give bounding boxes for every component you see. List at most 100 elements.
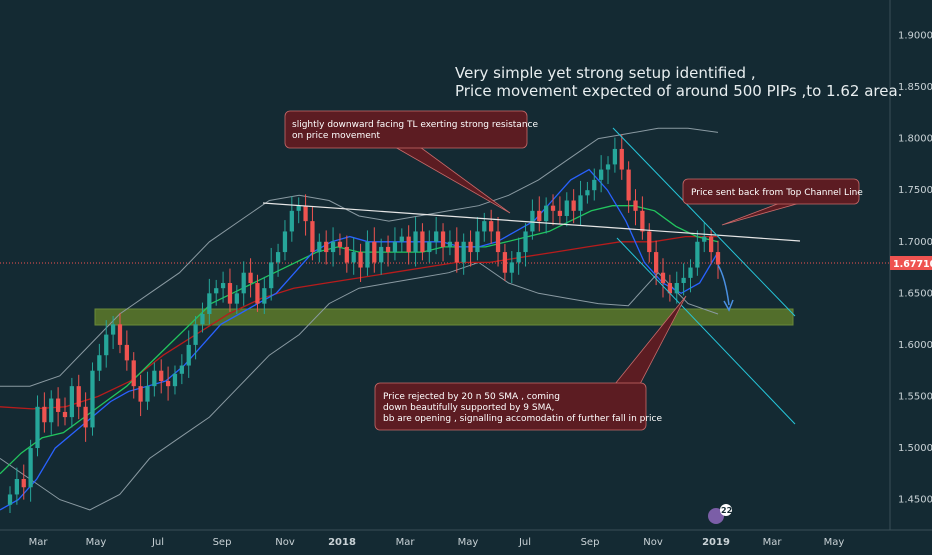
candle-body bbox=[516, 252, 521, 263]
price-tick-label: 1.55000 bbox=[898, 391, 932, 402]
candle-body bbox=[482, 221, 487, 232]
candle-body bbox=[207, 293, 212, 314]
time-axis[interactable]: Mar May Jul Sep Nov 2018 Mar May Jul Sep Nov 2019 Ma… bbox=[0, 529, 932, 548]
price-tick-label: 1.90000 bbox=[898, 30, 932, 41]
callout-trendline-line-2: on price movement bbox=[292, 131, 380, 141]
candle-body bbox=[688, 267, 693, 278]
channel-top-line[interactable] bbox=[612, 127, 796, 317]
callout-trendline-line-1: slightly downward facing TL exerting str… bbox=[292, 120, 538, 130]
callout-sma-line-2: down beautifully supported by 9 SMA, bbox=[383, 403, 554, 413]
candle-body bbox=[296, 205, 301, 211]
current-price-tag-bg bbox=[890, 256, 932, 270]
time-tick-label: Nov bbox=[275, 537, 295, 548]
candle-body bbox=[708, 236, 714, 253]
candle-body bbox=[392, 241, 398, 253]
candle-body bbox=[55, 398, 61, 412]
time-tick-label: Sep bbox=[213, 537, 232, 548]
candle-body bbox=[681, 277, 686, 284]
candle-body bbox=[372, 241, 377, 263]
candle-body bbox=[605, 164, 611, 170]
projection-arrowhead bbox=[723, 299, 734, 312]
candle-body bbox=[509, 262, 514, 273]
candle-body bbox=[255, 283, 260, 304]
candle-body bbox=[702, 236, 707, 242]
candle-body bbox=[282, 231, 288, 253]
callout-sma[interactable]: Price rejected by 20 n 50 SMA , coming d… bbox=[374, 295, 687, 431]
resistance-trendline[interactable] bbox=[262, 202, 801, 242]
candle-body bbox=[214, 288, 219, 294]
headline-line-1: Very simple yet strong setup identified … bbox=[455, 64, 756, 82]
candle-body bbox=[351, 252, 356, 263]
time-tick-label: May bbox=[824, 537, 845, 548]
candle-body bbox=[227, 283, 233, 304]
candle-body bbox=[200, 313, 205, 325]
candle-body bbox=[337, 241, 343, 247]
time-tick-label: Nov bbox=[643, 537, 663, 548]
projection-arrow bbox=[717, 264, 730, 306]
candle-body bbox=[165, 381, 171, 387]
candle-body bbox=[262, 288, 267, 304]
time-tick-label: Jul bbox=[518, 537, 531, 548]
candle-body bbox=[152, 370, 157, 387]
callout-trendline-box bbox=[284, 110, 528, 149]
candle-body bbox=[612, 148, 618, 165]
candle-body bbox=[550, 205, 556, 211]
callout-channel[interactable]: Price sent back from Top Channel Line bbox=[682, 178, 863, 226]
candle-body bbox=[42, 406, 47, 423]
candle-body bbox=[90, 370, 95, 428]
candle-body bbox=[358, 252, 363, 268]
candle-body bbox=[317, 241, 322, 253]
candle-body bbox=[186, 344, 191, 366]
candle-body bbox=[530, 210, 535, 232]
support-zone bbox=[94, 308, 794, 326]
candle-body bbox=[69, 386, 74, 418]
candle-body bbox=[633, 200, 638, 211]
callout-sma-line-3: bb are opening , signalling accomodatin … bbox=[383, 414, 662, 424]
candle-body bbox=[440, 231, 446, 247]
candle-body bbox=[674, 283, 679, 294]
candle-body bbox=[489, 221, 494, 232]
candle-body bbox=[138, 386, 143, 402]
candle-body bbox=[131, 360, 136, 387]
candle-body bbox=[379, 246, 384, 263]
price-tick-label: 1.70000 bbox=[898, 237, 932, 248]
candle-body bbox=[324, 241, 329, 253]
candle-body bbox=[468, 241, 473, 253]
price-axis[interactable]: 1.90000 1.85000 1.80000 1.75000 1.70000 1.650… bbox=[889, 0, 932, 530]
price-tick-label: 1.80000 bbox=[898, 134, 932, 145]
channel-bottom-line[interactable] bbox=[616, 237, 796, 425]
candle-body bbox=[234, 293, 239, 304]
candle-body bbox=[592, 179, 597, 191]
candle-body bbox=[557, 210, 563, 216]
headline-line-2: Price movement expected of around 500 PI… bbox=[455, 82, 902, 100]
callout-sma-line-1: Price rejected by 20 n 50 SMA , coming bbox=[383, 392, 560, 402]
time-tick-label: Mar bbox=[763, 537, 783, 548]
candle-body bbox=[220, 283, 226, 289]
badge-count: 22 bbox=[721, 506, 732, 515]
candle-body bbox=[461, 241, 466, 263]
candle-body bbox=[7, 494, 13, 505]
earnings-badge[interactable]: 22 bbox=[708, 504, 732, 524]
candle-body bbox=[502, 252, 508, 273]
time-tick-label: May bbox=[86, 537, 107, 548]
candle-body bbox=[385, 246, 391, 253]
candle-body bbox=[695, 241, 700, 268]
candle-body bbox=[571, 200, 576, 211]
price-tick-label: 1.65000 bbox=[898, 288, 932, 299]
candle-body bbox=[124, 344, 129, 361]
callout-channel-text: Price sent back from Top Channel Line bbox=[691, 188, 863, 198]
candle-body bbox=[289, 210, 294, 232]
callout-trendline[interactable]: slightly downward facing TL exerting str… bbox=[284, 110, 538, 214]
price-tick-label: 1.75000 bbox=[898, 185, 932, 196]
candle-body bbox=[413, 231, 418, 253]
candle-body bbox=[76, 386, 81, 407]
candle-body bbox=[564, 200, 569, 216]
candle-body bbox=[454, 241, 459, 263]
candle-body bbox=[654, 252, 659, 273]
candle-body bbox=[248, 272, 253, 284]
time-tick-label: Sep bbox=[581, 537, 600, 548]
candle-body bbox=[241, 272, 246, 294]
candle-body bbox=[172, 373, 178, 387]
